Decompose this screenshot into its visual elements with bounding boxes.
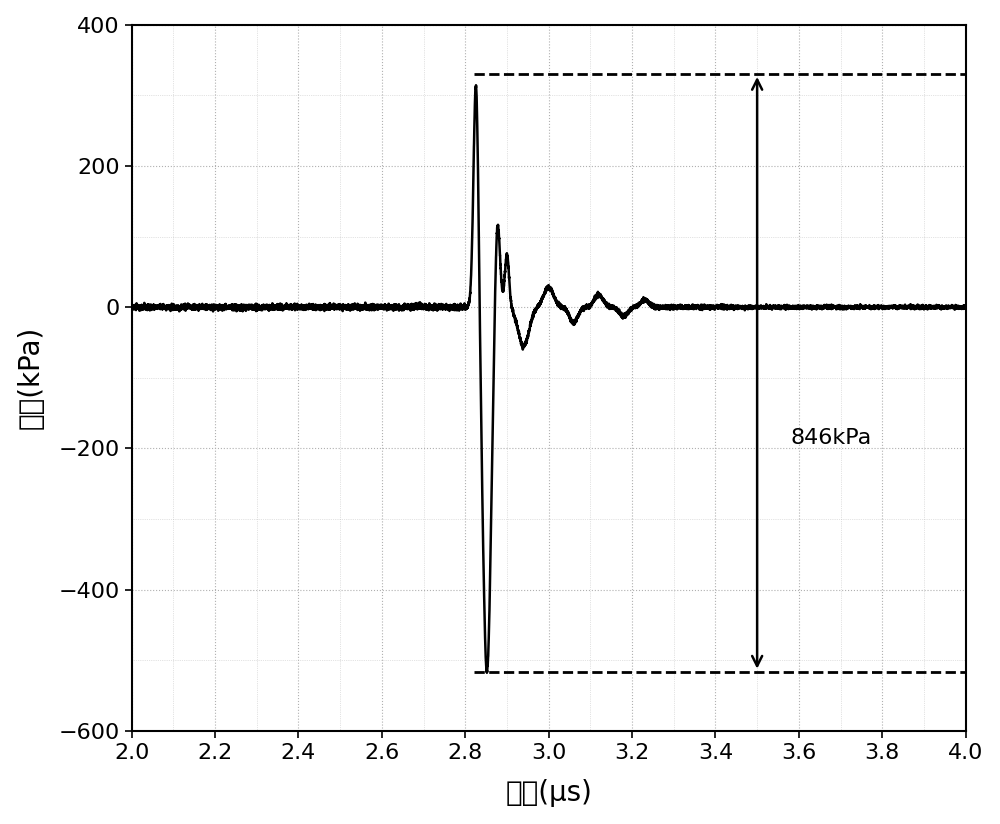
Text: 846kPa: 846kPa [790, 428, 872, 447]
X-axis label: 时间(μs): 时间(μs) [505, 780, 592, 808]
Y-axis label: 声压(kPa): 声压(kPa) [17, 326, 45, 429]
